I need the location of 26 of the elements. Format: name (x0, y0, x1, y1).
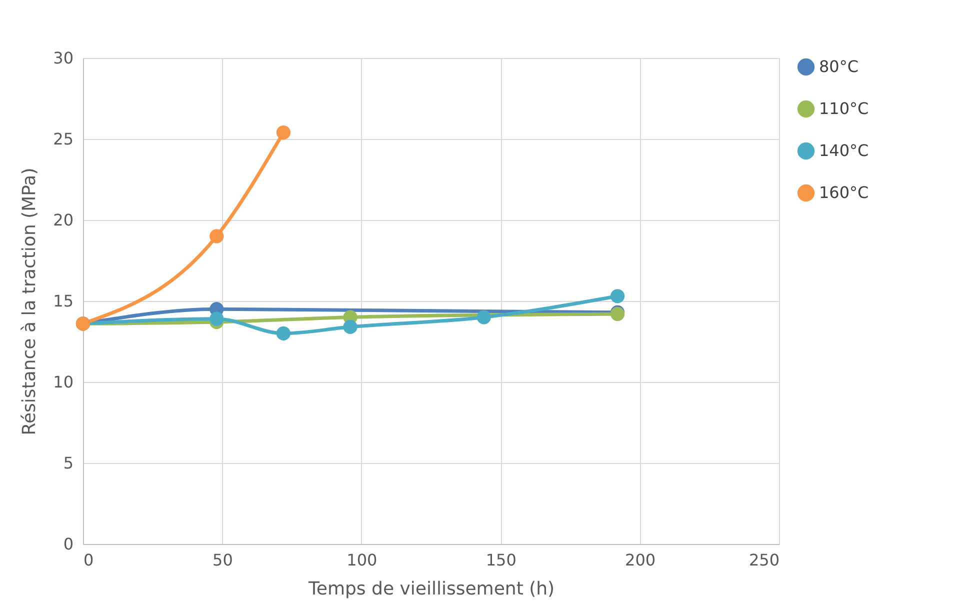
x-tick-label: 0 (84, 550, 94, 570)
y-tick-label: 0 (63, 534, 74, 554)
point (276, 326, 291, 340)
legend-label: 140°C (819, 141, 869, 160)
point (210, 229, 224, 244)
point (343, 320, 358, 334)
legend-label: 160°C (819, 183, 869, 202)
x-tick-label: 100 (346, 550, 378, 570)
y-tick-label: 5 (63, 454, 74, 472)
x-tick-label: 150 (486, 550, 516, 570)
point (210, 312, 224, 326)
legend-label: 110°C (819, 99, 869, 118)
point (610, 289, 625, 304)
y-tick-label: 15 (53, 292, 74, 310)
x-axis-title: Temps de vieillissement (h) (307, 578, 555, 600)
y-tick-label: 10 (53, 372, 74, 392)
point (276, 125, 291, 140)
y-tick-label: 25 (53, 130, 74, 148)
point (476, 310, 491, 324)
y-tick-label: 20 (53, 210, 74, 230)
y-axis-title: Résistance à la traction (MPa) (19, 168, 40, 436)
y-tick-label: 30 (53, 48, 74, 68)
x-tick-label: 50 (212, 550, 233, 570)
x-tick-label: 200 (625, 550, 656, 570)
x-tick-label: 250 (748, 550, 780, 570)
legend-label: 80°C (819, 57, 859, 76)
